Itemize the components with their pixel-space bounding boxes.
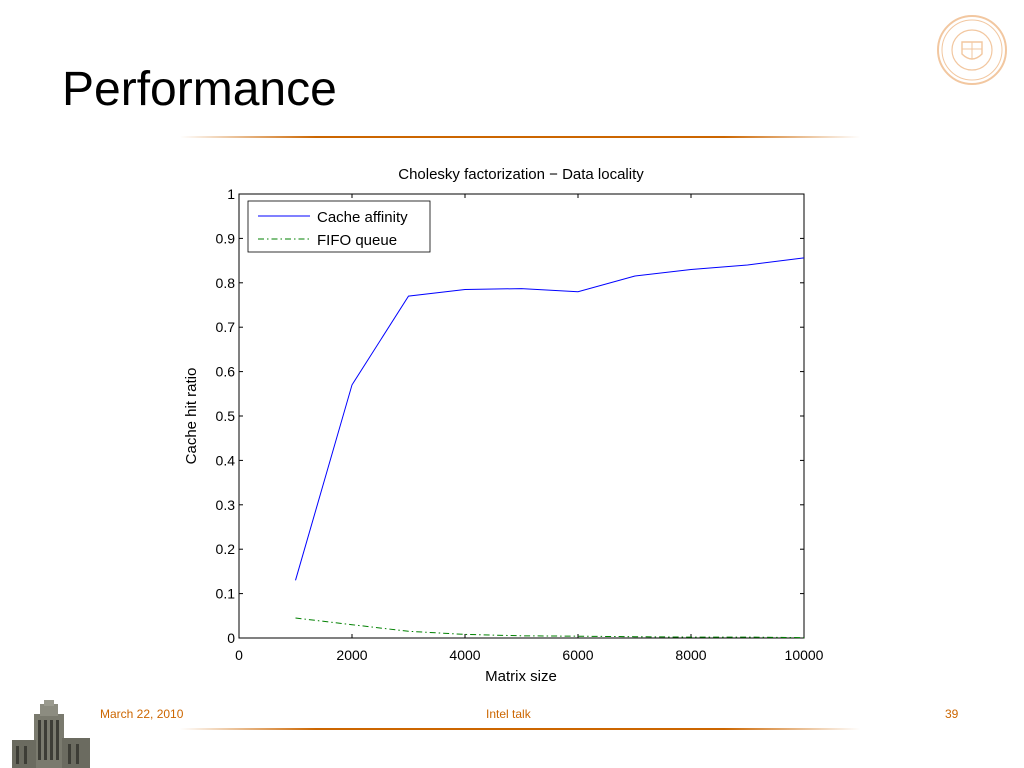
y-tick-label: 0.4 bbox=[216, 452, 236, 468]
x-tick-label: 6000 bbox=[562, 647, 593, 663]
footer-date: March 22, 2010 bbox=[100, 707, 184, 721]
university-seal-logo bbox=[937, 15, 1007, 85]
x-tick-label: 4000 bbox=[449, 647, 480, 663]
footer-page-number: 39 bbox=[945, 707, 959, 721]
y-tick-label: 0 bbox=[227, 630, 235, 646]
x-tick-label: 10000 bbox=[785, 647, 824, 663]
line-chart: Cholesky factorization − Data locality 0… bbox=[183, 166, 824, 685]
y-tick-label: 0.2 bbox=[216, 541, 236, 557]
y-tick-label: 0.7 bbox=[216, 319, 236, 335]
y-tick-label: 0.1 bbox=[216, 586, 236, 602]
x-axis-label: Matrix size bbox=[485, 668, 557, 685]
legend-label-fifo-queue: FIFO queue bbox=[317, 232, 397, 249]
y-tick-label: 0.8 bbox=[216, 275, 236, 291]
y-tick-label: 1 bbox=[227, 186, 235, 202]
plot-area bbox=[238, 193, 805, 639]
legend-box bbox=[247, 200, 431, 253]
x-tick-label: 2000 bbox=[336, 647, 367, 663]
series-line-fifo-queue bbox=[295, 617, 805, 639]
page-title: Performance bbox=[62, 63, 337, 116]
legend-label-cache-affinity: Cache affinity bbox=[317, 209, 408, 226]
footer-event: Intel talk bbox=[486, 707, 531, 721]
series-line-cache-affinity bbox=[295, 257, 805, 581]
x-axis: 0 2000 4000 6000 8000 10000 bbox=[235, 194, 824, 663]
y-axis-label: Cache hit ratio bbox=[183, 368, 200, 465]
footer-divider bbox=[180, 728, 860, 730]
y-axis: 0 0.1 0.2 0.3 0.4 0.5 0.6 0.7 0.8 0.9 1 bbox=[216, 186, 804, 646]
chart-title: Cholesky factorization − Data locality bbox=[398, 166, 644, 183]
y-tick-label: 0.3 bbox=[216, 497, 236, 513]
university-tower-image bbox=[0, 700, 95, 768]
y-tick-label: 0.9 bbox=[216, 230, 236, 246]
y-tick-label: 0.6 bbox=[216, 364, 236, 380]
title-divider bbox=[180, 136, 860, 138]
x-tick-label: 8000 bbox=[675, 647, 706, 663]
legend: Cache affinity FIFO queue bbox=[247, 200, 431, 253]
y-tick-label: 0.5 bbox=[216, 408, 236, 424]
series-layer bbox=[295, 257, 805, 639]
x-tick-label: 0 bbox=[235, 647, 243, 663]
